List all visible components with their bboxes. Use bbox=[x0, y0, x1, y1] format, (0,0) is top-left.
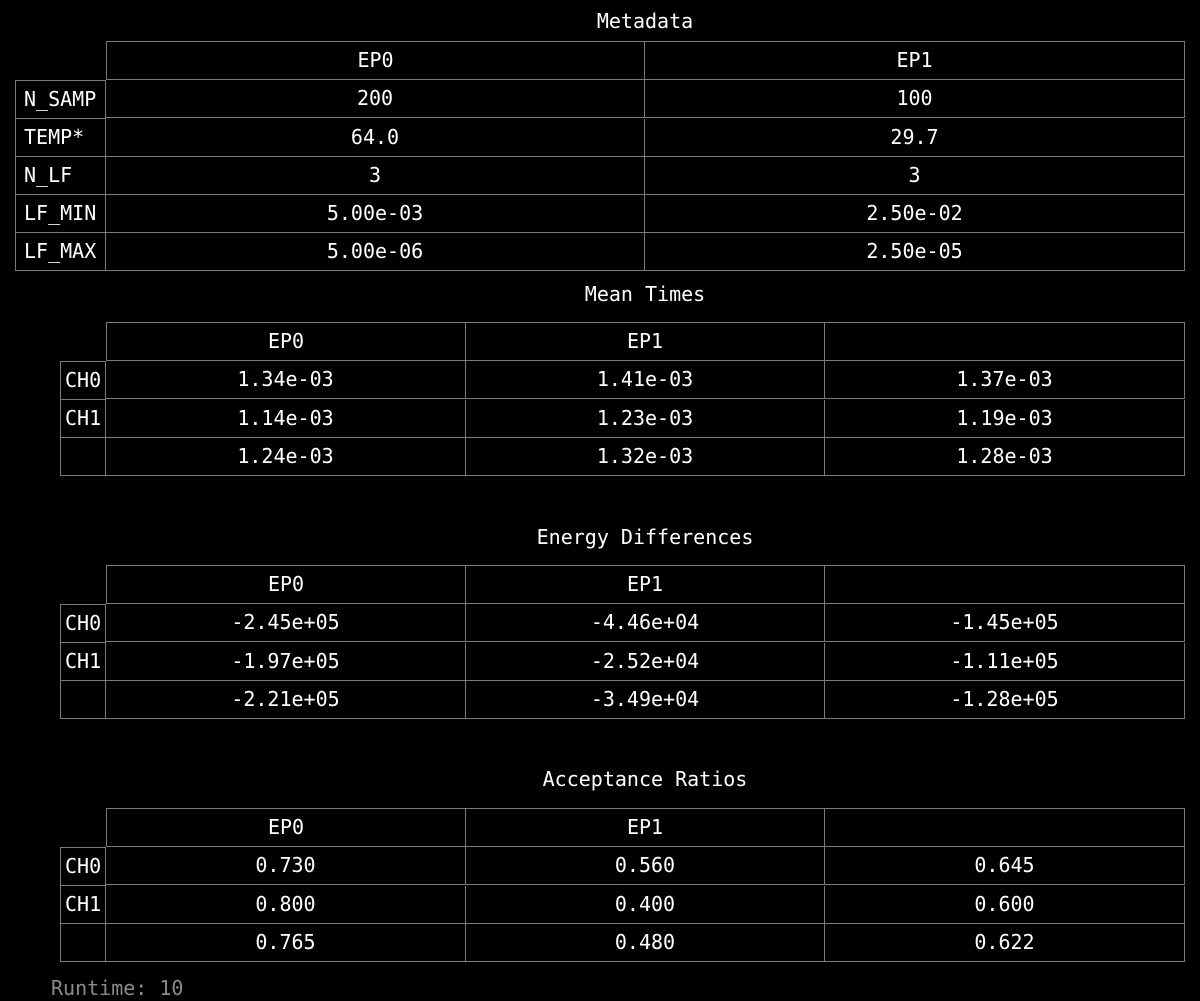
row-header: LF_MAX bbox=[15, 233, 106, 271]
table-cell: 1.23e-03 bbox=[466, 400, 825, 438]
acceptance-ratios-title: Acceptance Ratios bbox=[542, 767, 748, 791]
table-cell: 1.28e-03 bbox=[825, 438, 1185, 476]
table-cell: 29.7 bbox=[645, 119, 1185, 157]
table-cell: 0.400 bbox=[466, 886, 825, 924]
table-cell: 64.0 bbox=[106, 119, 645, 157]
column-header: EP1 bbox=[645, 41, 1185, 80]
energy-differences-table: EP0 EP1 CH0 -2.45e+05 -4.46e+04 -1.45e+0… bbox=[60, 565, 1185, 719]
table-cell: 3 bbox=[106, 157, 645, 195]
row-header: CH0 bbox=[60, 847, 106, 886]
row-header: CH1 bbox=[60, 886, 106, 924]
table-cell: 0.622 bbox=[825, 924, 1185, 962]
column-header bbox=[825, 808, 1185, 847]
table-cell: -2.52e+04 bbox=[466, 643, 825, 681]
column-header: EP0 bbox=[106, 808, 466, 847]
table-cell: -4.46e+04 bbox=[466, 604, 825, 642]
table-cell: -2.21e+05 bbox=[106, 681, 466, 719]
row-header: LF_MIN bbox=[15, 195, 106, 233]
column-header bbox=[825, 322, 1185, 361]
row-header: CH1 bbox=[60, 643, 106, 681]
column-header bbox=[825, 565, 1185, 604]
row-header bbox=[60, 924, 106, 962]
row-header: CH0 bbox=[60, 604, 106, 643]
table-cell: 1.37e-03 bbox=[825, 361, 1185, 399]
metadata-title: Metadata bbox=[596, 9, 694, 33]
row-header: N_LF bbox=[15, 157, 106, 195]
row-header: CH1 bbox=[60, 400, 106, 438]
table-cell: 1.14e-03 bbox=[106, 400, 466, 438]
corner-cell bbox=[60, 322, 106, 359]
table-cell: 5.00e-06 bbox=[106, 233, 645, 271]
table-cell: 0.765 bbox=[106, 924, 466, 962]
table-cell: 1.24e-03 bbox=[106, 438, 466, 476]
column-header: EP0 bbox=[106, 322, 466, 361]
table-cell: 0.730 bbox=[106, 847, 466, 885]
table-cell: 2.50e-05 bbox=[645, 233, 1185, 271]
acceptance-ratios-table: EP0 EP1 CH0 0.730 0.560 0.645 CH1 0.800 … bbox=[60, 808, 1185, 962]
table-cell: 1.41e-03 bbox=[466, 361, 825, 399]
table-cell: 2.50e-02 bbox=[645, 195, 1185, 233]
table-cell: 5.00e-03 bbox=[106, 195, 645, 233]
mean-times-title: Mean Times bbox=[584, 282, 706, 306]
mean-times-table: EP0 EP1 CH0 1.34e-03 1.41e-03 1.37e-03 C… bbox=[60, 322, 1185, 476]
table-cell: -1.45e+05 bbox=[825, 604, 1185, 642]
table-cell: 1.34e-03 bbox=[106, 361, 466, 399]
table-cell: 0.480 bbox=[466, 924, 825, 962]
metadata-table: EP0 EP1 N_SAMP 200 100 TEMP* 64.0 29.7 N… bbox=[15, 41, 1185, 271]
table-cell: 100 bbox=[645, 80, 1185, 118]
table-cell: 0.600 bbox=[825, 886, 1185, 924]
row-header: N_SAMP bbox=[15, 80, 106, 119]
table-cell: 1.32e-03 bbox=[466, 438, 825, 476]
table-cell: 200 bbox=[106, 80, 645, 118]
table-cell: 0.800 bbox=[106, 886, 466, 924]
column-header: EP1 bbox=[466, 808, 825, 847]
row-header: CH0 bbox=[60, 361, 106, 400]
table-cell: -1.97e+05 bbox=[106, 643, 466, 681]
table-cell: -3.49e+04 bbox=[466, 681, 825, 719]
table-cell: 1.19e-03 bbox=[825, 400, 1185, 438]
table-cell: 0.645 bbox=[825, 847, 1185, 885]
table-cell: 0.560 bbox=[466, 847, 825, 885]
runtime-status: Runtime: 10 bbox=[51, 976, 184, 1000]
table-cell: -1.28e+05 bbox=[825, 681, 1185, 719]
row-header: TEMP* bbox=[15, 119, 106, 157]
table-cell: -1.11e+05 bbox=[825, 643, 1185, 681]
column-header: EP0 bbox=[106, 41, 645, 80]
table-cell: -2.45e+05 bbox=[106, 604, 466, 642]
energy-differences-title: Energy Differences bbox=[536, 525, 754, 549]
corner-cell bbox=[60, 808, 106, 845]
column-header: EP0 bbox=[106, 565, 466, 604]
corner-cell bbox=[15, 41, 106, 78]
table-cell: 3 bbox=[645, 157, 1185, 195]
column-header: EP1 bbox=[466, 322, 825, 361]
corner-cell bbox=[60, 565, 106, 602]
column-header: EP1 bbox=[466, 565, 825, 604]
row-header bbox=[60, 438, 106, 476]
row-header bbox=[60, 681, 106, 719]
